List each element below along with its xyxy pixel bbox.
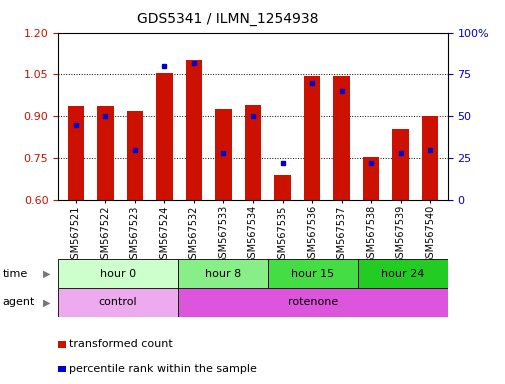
Bar <box>58 259 178 288</box>
Bar <box>333 76 349 200</box>
Text: hour 24: hour 24 <box>380 268 424 279</box>
Bar <box>97 106 113 200</box>
Bar <box>362 157 378 200</box>
Text: time: time <box>3 268 28 279</box>
Bar <box>185 60 201 200</box>
Text: hour 8: hour 8 <box>205 268 241 279</box>
Bar <box>268 259 357 288</box>
Bar <box>274 175 290 200</box>
Text: GDS5341 / ILMN_1254938: GDS5341 / ILMN_1254938 <box>137 12 318 25</box>
Text: agent: agent <box>3 297 35 308</box>
Bar <box>215 109 231 200</box>
Bar <box>127 111 143 200</box>
Bar <box>244 105 261 200</box>
Bar <box>156 73 172 200</box>
Bar <box>178 259 268 288</box>
Bar <box>421 116 437 200</box>
Bar <box>392 129 408 200</box>
Text: hour 15: hour 15 <box>291 268 334 279</box>
Bar <box>58 288 178 317</box>
Text: ▶: ▶ <box>43 297 50 308</box>
Text: rotenone: rotenone <box>287 297 337 308</box>
Text: ▶: ▶ <box>43 268 50 279</box>
Bar <box>304 76 320 200</box>
Text: transformed count: transformed count <box>68 339 172 349</box>
Bar <box>68 106 84 200</box>
Bar <box>357 259 447 288</box>
Text: control: control <box>98 297 137 308</box>
Bar <box>178 288 447 317</box>
Text: percentile rank within the sample: percentile rank within the sample <box>68 364 256 374</box>
Text: hour 0: hour 0 <box>100 268 136 279</box>
